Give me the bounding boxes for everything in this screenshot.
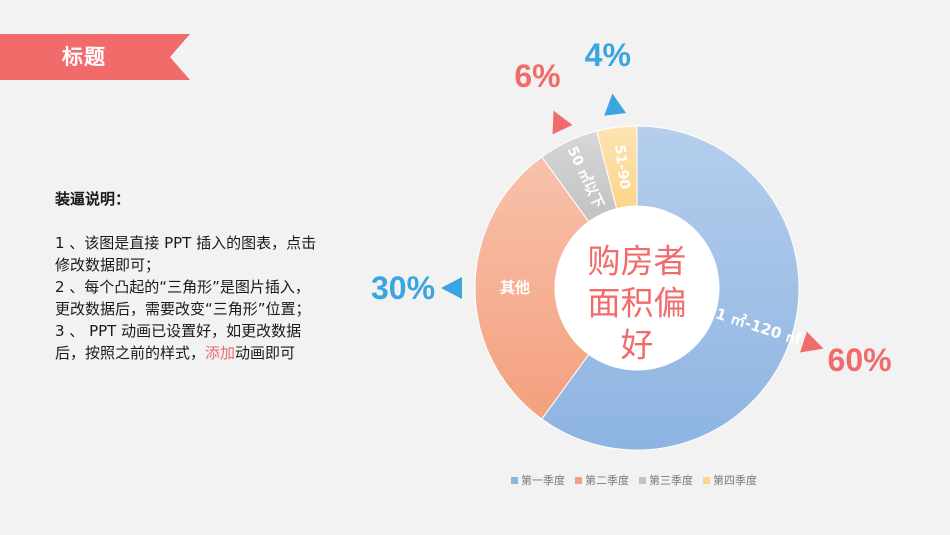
instruction-line-3-highlight: 添加 [205, 344, 236, 362]
center-label-line-3: 好 [621, 326, 654, 365]
legend-swatch [639, 476, 646, 484]
percent-label-4: 4% [584, 37, 631, 74]
legend-label: 第二季度 [585, 474, 629, 487]
pointer-triangle-4 [604, 93, 626, 116]
pointer-triangle-2 [441, 277, 462, 299]
title-banner-shape [0, 34, 190, 80]
legend-label: 第四季度 [713, 474, 757, 487]
legend-swatch [703, 476, 710, 484]
center-label-line-2: 面积偏 [588, 284, 687, 323]
percent-label-2: 30% [371, 269, 436, 306]
instructions-block: 装逼说明： 1 、该图是直接 PPT 插入的图表，点击修改数据即可； 2 、每个… [55, 188, 320, 364]
instruction-line-3-main: 3 、 PPT 动画已设置好，如更改数据后，按照之前的样式， [55, 322, 302, 362]
chart-legend: 第一季度 第二季度 第三季度 第四季度 [511, 472, 757, 488]
donut-center [555, 206, 719, 370]
legend-label: 第一季度 [521, 474, 565, 487]
title-banner: 标题 [0, 34, 192, 80]
legend-item-2: 第二季度 [575, 472, 629, 488]
instruction-line-1: 1 、该图是直接 PPT 插入的图表，点击修改数据即可； [55, 234, 317, 274]
legend-item-3: 第三季度 [639, 472, 693, 488]
percent-label-1: 60% [827, 341, 892, 378]
instruction-line-2: 2 、每个凸起的“三角形”是图片插入，更改数据后，需要改变“三角形”位置； [55, 278, 311, 318]
legend-label: 第三季度 [649, 474, 693, 487]
instruction-line-3-end: 动画即可 [235, 344, 296, 362]
legend-item-4: 第四季度 [703, 472, 757, 488]
slice-label-4: 51-90 [611, 144, 633, 191]
instruction-line-3: 3 、 PPT 动画已设置好，如更改数据后，按照之前的样式，添加动画即可 [55, 320, 320, 364]
legend-item-1: 第一季度 [511, 472, 565, 488]
slice-label-2: 其他 [500, 279, 530, 297]
legend-swatch [511, 476, 518, 484]
pointer-triangle-3 [552, 110, 573, 135]
instructions-heading: 装逼说明： [55, 190, 131, 208]
legend-swatch [575, 476, 582, 484]
page-title: 标题 [62, 45, 106, 69]
center-label-line-1: 购房者 [588, 242, 687, 281]
pointer-triangle-1 [800, 331, 824, 353]
percent-label-3: 6% [514, 57, 561, 94]
